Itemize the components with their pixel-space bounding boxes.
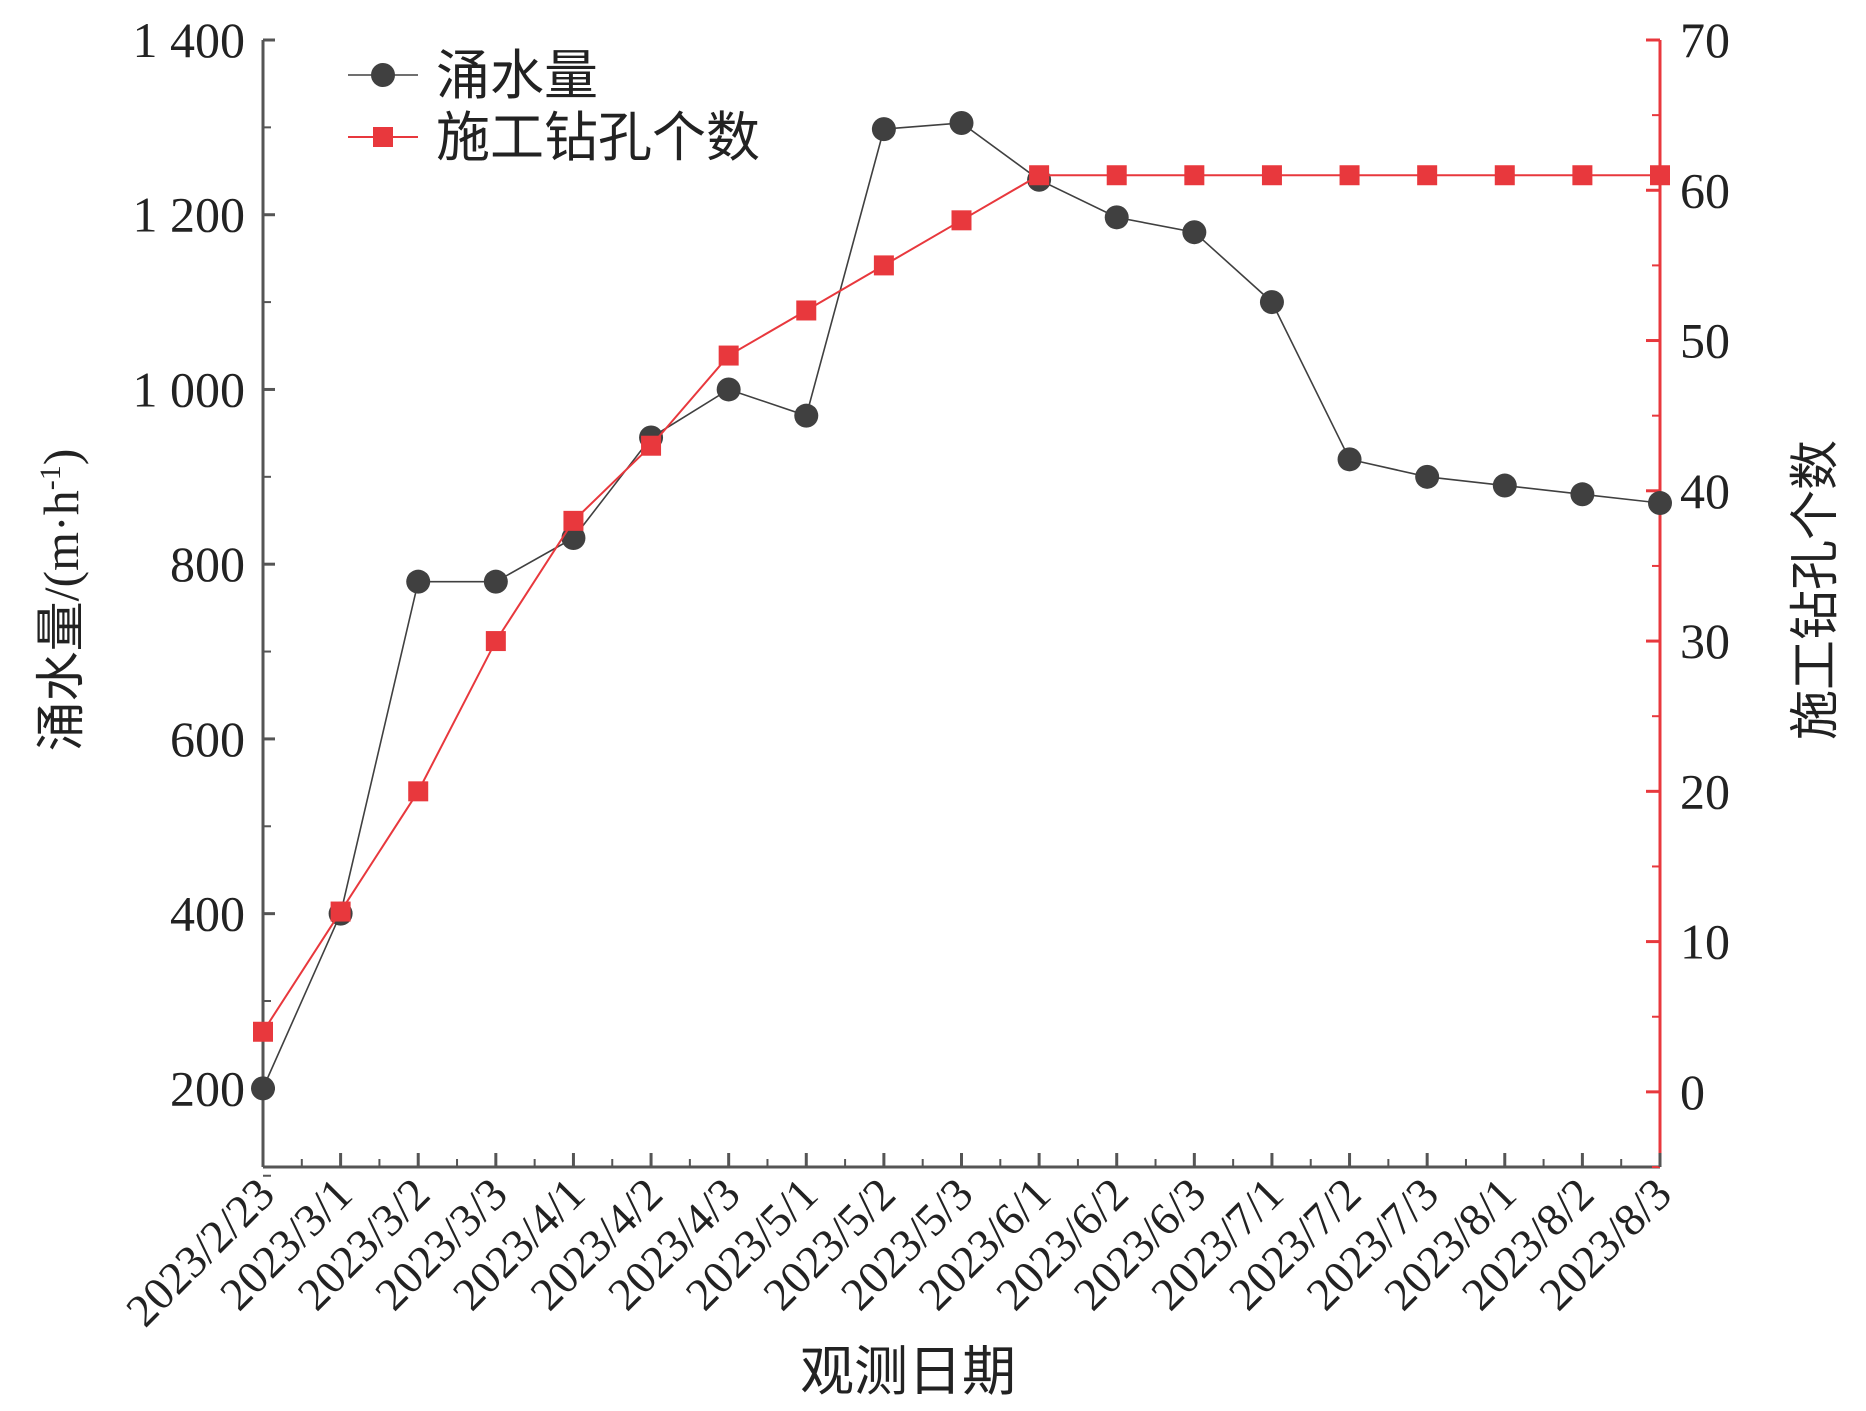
data-point (1572, 165, 1593, 186)
y-left-tick-label: 600 (170, 711, 245, 767)
data-point (1259, 290, 1284, 315)
legend-label: 涌水量 (436, 46, 598, 106)
data-point (1182, 220, 1207, 245)
data-point (794, 403, 819, 428)
x-axis-title: 观测日期 (800, 1342, 1016, 1402)
data-point (1104, 205, 1129, 230)
axes: 200 400 600 800 1 000 1 200 1 400 0 10 20 30 40 50 60… (116, 12, 1730, 1336)
data-point (951, 210, 972, 231)
data-point (949, 110, 974, 135)
series-layer (251, 110, 1672, 1101)
data-point (408, 781, 429, 802)
y-left-axis-title-tail: ) (33, 449, 89, 466)
y-left-tick-label: 800 (170, 536, 245, 592)
data-point (716, 377, 741, 402)
y-right-tick-label: 50 (1680, 313, 1730, 369)
y-right-tick-label: 10 (1680, 914, 1730, 970)
data-point (1494, 165, 1515, 186)
data-point (1648, 491, 1672, 516)
data-point (1106, 165, 1127, 186)
data-point (718, 345, 739, 366)
data-point (483, 569, 508, 594)
y-left-tick-label: 1 000 (133, 361, 246, 417)
y-left-axis-title: 涌水量/(m·h-1) (33, 449, 89, 752)
data-point (406, 569, 431, 594)
data-point (1337, 447, 1362, 472)
y-left-tick-label: 1 200 (133, 187, 246, 243)
data-point (485, 631, 506, 652)
data-point (1492, 473, 1517, 498)
y-left-tick-label: 400 (170, 886, 245, 942)
data-point (330, 901, 351, 922)
y-right-tick-label: 40 (1680, 463, 1730, 519)
y-left-axis-title-sup: -1 (34, 465, 67, 490)
y-right-tick-label: 30 (1680, 613, 1730, 669)
data-point (1184, 165, 1205, 186)
y-left-tick-label: 200 (170, 1060, 245, 1116)
y-right-tick-label: 60 (1680, 162, 1730, 218)
y-right-tick-label: 20 (1680, 763, 1730, 819)
series-line-1 (262, 122, 1661, 1089)
data-point (873, 255, 894, 276)
data-point (1415, 464, 1440, 489)
data-point (1417, 165, 1438, 186)
data-point (1650, 165, 1670, 186)
data-point (1570, 482, 1595, 507)
data-point (796, 300, 817, 321)
y-right-tick-label: 70 (1680, 12, 1730, 68)
legend-marker (373, 127, 393, 147)
y-right-axis-title: 施工钻孔个数 (1787, 440, 1843, 740)
data-point (251, 1076, 275, 1101)
data-point (563, 510, 584, 531)
data-point (871, 117, 896, 142)
y-right-tick-label: 0 (1680, 1064, 1705, 1120)
series-line-2 (262, 174, 1660, 1033)
data-point (1261, 165, 1282, 186)
data-point (641, 435, 662, 456)
data-point (1029, 165, 1050, 186)
y-left-axis-title-main: 涌水量/(m·h (33, 490, 89, 751)
data-point (1339, 165, 1360, 186)
data-point (253, 1021, 273, 1042)
y-left-tick-label: 1 400 (133, 12, 246, 68)
legend-marker (371, 63, 395, 87)
legend-label: 施工钻孔个数 (436, 108, 760, 168)
